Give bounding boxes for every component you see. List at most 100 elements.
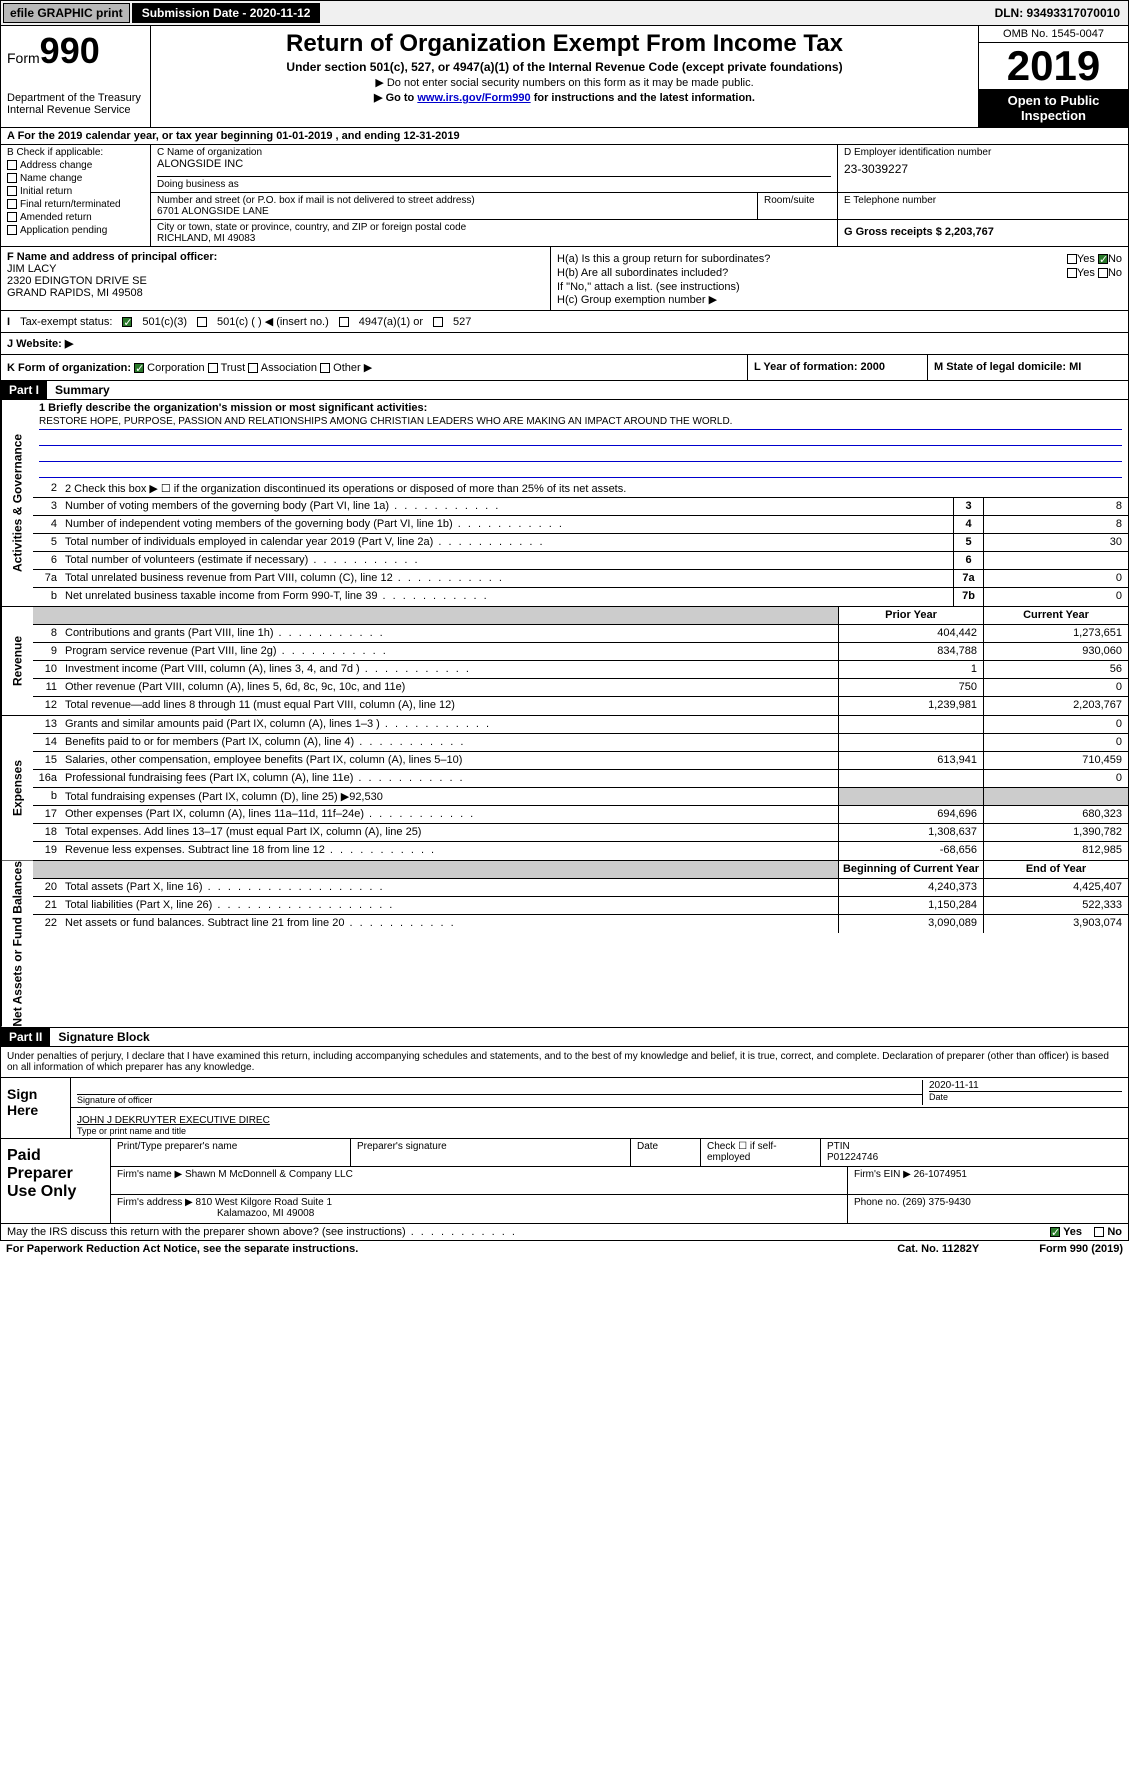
dept-label: Department of the Treasury [7,92,144,104]
p15: 613,941 [838,752,983,769]
line-4: Number of independent voting members of … [61,516,953,533]
hdr-prior: Prior Year [838,607,983,624]
discuss-no[interactable] [1094,1227,1104,1237]
box-b: B Check if applicable: Address change Na… [1,145,151,246]
note-link: ▶ Go to www.irs.gov/Form990 for instruct… [159,91,970,104]
row-a-tax-year: A For the 2019 calendar year, or tax yea… [0,128,1129,145]
chk-corp[interactable] [134,363,144,373]
box-c-city: City or town, state or province, country… [151,220,838,246]
discuss-row: May the IRS discuss this return with the… [0,1224,1129,1241]
hb-no[interactable] [1098,268,1108,278]
ptin-label: PTIN [827,1141,1122,1152]
p8: 404,442 [838,625,983,642]
line-16a: Professional fundraising fees (Part IX, … [61,770,838,787]
box-f: F Name and address of principal officer:… [1,247,551,310]
line-17: Other expenses (Part IX, column (A), lin… [61,806,838,823]
box-e: E Telephone number [838,193,1128,219]
chk-name[interactable]: Name change [7,173,144,184]
chk-amended[interactable]: Amended return [7,212,144,223]
governance-section: Activities & Governance 1 Briefly descri… [0,400,1129,607]
part2-header: Part II Signature Block [0,1028,1129,1047]
efile-print-button[interactable]: efile GRAPHIC print [3,3,130,23]
line-2: 2 Check this box ▶ ☐ if the organization… [61,480,1128,497]
chk-pending[interactable]: Application pending [7,225,144,236]
chk-501c[interactable] [197,317,207,327]
chk-final[interactable]: Final return/terminated [7,199,144,210]
c16a: 0 [983,770,1128,787]
org-name: ALONGSIDE INC [157,158,831,170]
city-value: RICHLAND, MI 49083 [157,233,831,244]
irs-link[interactable]: www.irs.gov/Form990 [417,92,530,104]
chk-initial[interactable]: Initial return [7,186,144,197]
chk-other[interactable] [320,363,330,373]
k-label: K Form of organization: [7,362,131,374]
c9: 930,060 [983,643,1128,660]
c15: 710,459 [983,752,1128,769]
firm-addr1: 810 West Kilgore Road Suite 1 [196,1197,333,1208]
c18: 1,390,782 [983,824,1128,841]
part2-title: Signature Block [50,1028,157,1046]
footer-right: Form 990 (2019) [1039,1243,1123,1255]
p18: 1,308,637 [838,824,983,841]
part1-title: Summary [47,381,118,399]
tab-revenue: Revenue [1,607,33,715]
tab-net-assets: Net Assets or Fund Balances [1,861,33,1027]
net-assets-section: Net Assets or Fund Balances Beginning of… [0,861,1129,1028]
mission-text: RESTORE HOPE, PURPOSE, PASSION AND RELAT… [39,414,1122,430]
sig-name-val: JOHN J DEKRUYTER EXECUTIVE DIREC [77,1115,1122,1126]
tab-governance: Activities & Governance [1,400,33,606]
paid-h2: Preparer's signature [351,1139,631,1166]
line-7a: Total unrelated business revenue from Pa… [61,570,953,587]
paid-h1: Print/Type preparer's name [111,1139,351,1166]
box-d: D Employer identification number 23-3039… [838,145,1128,193]
chk-address[interactable]: Address change [7,160,144,171]
section-b-g: B Check if applicable: Address change Na… [0,145,1129,247]
box-h: H(a) Is this a group return for subordin… [551,247,1128,310]
discuss-yes[interactable] [1050,1227,1060,1237]
discuss-q: May the IRS discuss this return with the… [7,1226,517,1238]
ein-label: D Employer identification number [844,147,1122,158]
form-header: Form990 Department of the Treasury Inter… [0,26,1129,128]
ha-no[interactable] [1098,254,1108,264]
part1-header: Part I Summary [0,381,1129,400]
h-a: H(a) Is this a group return for subordin… [557,253,1122,265]
city-label: City or town, state or province, country… [157,222,831,233]
ha-label: H(a) Is this a group return for subordin… [557,253,770,265]
hdr-current: Current Year [983,607,1128,624]
p9: 834,788 [838,643,983,660]
form-title: Return of Organization Exempt From Incom… [159,30,970,58]
hb-yes[interactable] [1067,268,1077,278]
chk-501c3[interactable] [122,317,132,327]
box-b-title: B Check if applicable: [7,147,144,158]
p21: 1,150,284 [838,897,983,914]
tax-year: 2019 [979,43,1128,89]
line-16b: Total fundraising expenses (Part IX, col… [61,788,838,805]
box-k: K Form of organization: Corporation Trus… [1,355,748,380]
revenue-section: Revenue Prior YearCurrent Year 8Contribu… [0,607,1129,716]
line-13: Grants and similar amounts paid (Part IX… [61,716,838,733]
paid-h3: Date [631,1139,701,1166]
val-7b: 0 [983,588,1128,606]
addr-label2: Firm's address ▶ [117,1197,193,1208]
line-3: Number of voting members of the governin… [61,498,953,515]
chk-trust[interactable] [208,363,218,373]
ein-value: 23-3039227 [844,162,1122,176]
c12: 2,203,767 [983,697,1128,715]
chk-4947[interactable] [339,317,349,327]
chk-527[interactable] [433,317,443,327]
line-1: 1 Briefly describe the organization's mi… [33,400,1128,480]
ha-yes[interactable] [1067,254,1077,264]
val-3: 8 [983,498,1128,515]
officer-addr1: 2320 EDINGTON DRIVE SE [7,275,544,287]
chk-assoc[interactable] [248,363,258,373]
val-4: 8 [983,516,1128,533]
p14 [838,734,983,751]
c19: 812,985 [983,842,1128,860]
part1-tag: Part I [1,381,47,399]
mission-blank1 [39,430,1122,446]
c22: 3,903,074 [983,915,1128,933]
firm-label: Firm's name ▶ [117,1169,182,1180]
section-f-h: F Name and address of principal officer:… [0,247,1129,311]
line-22: Net assets or fund balances. Subtract li… [61,915,838,933]
line-6: Total number of volunteers (estimate if … [61,552,953,569]
